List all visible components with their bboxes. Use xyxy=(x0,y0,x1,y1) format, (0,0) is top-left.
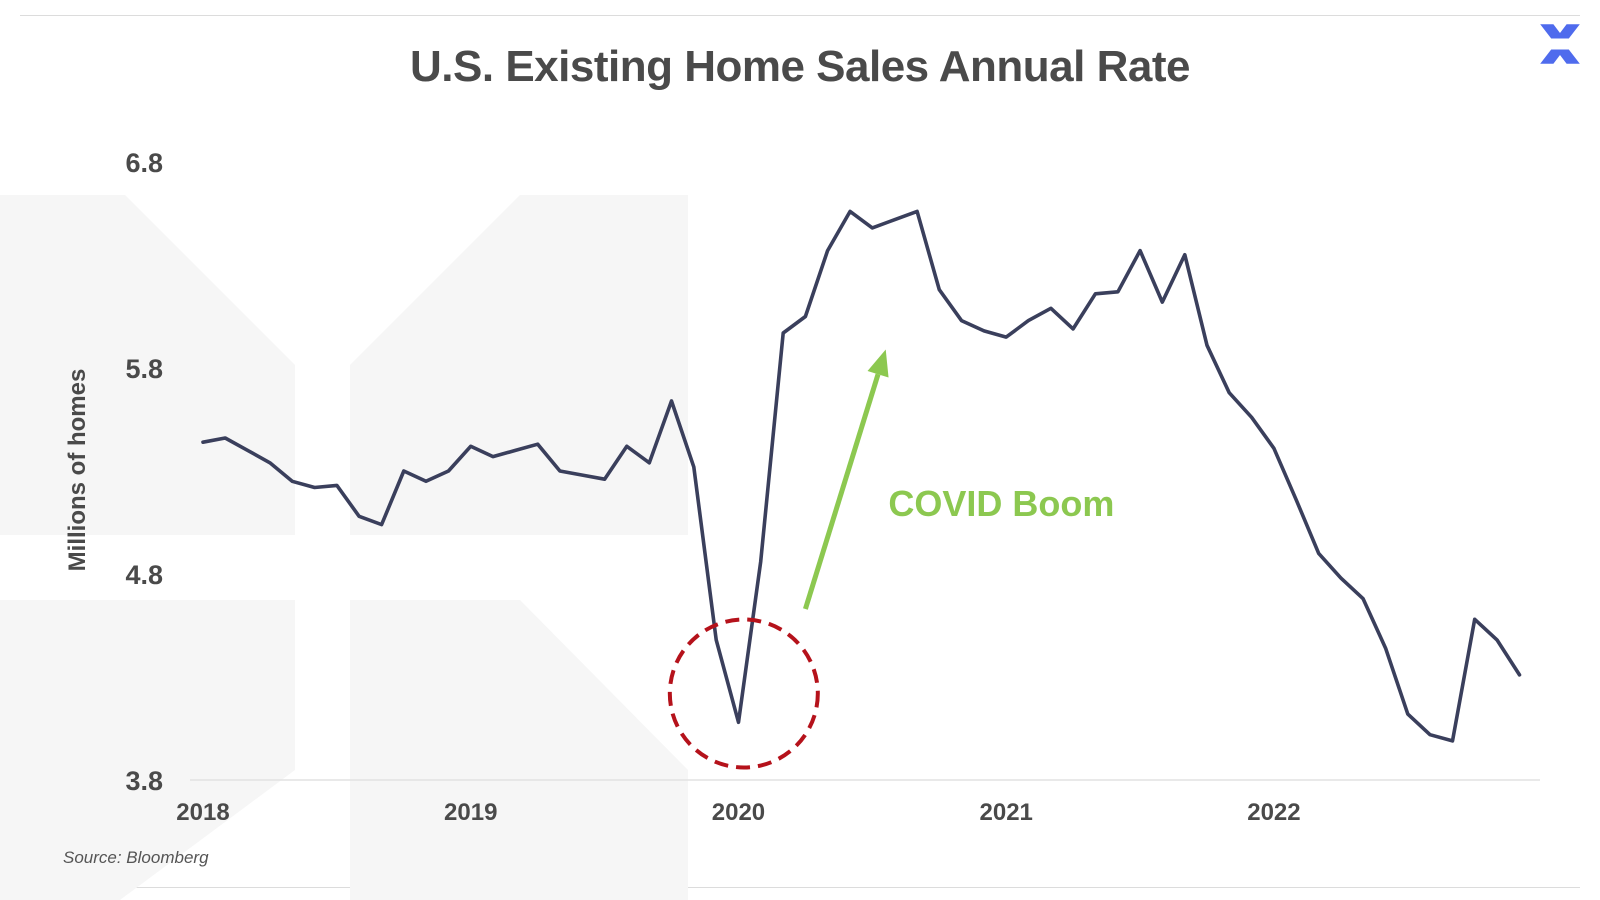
x-tick-label: 2021 xyxy=(980,799,1033,826)
y-tick-label: 5.8 xyxy=(125,354,163,384)
covid-boom-arrow xyxy=(803,373,881,610)
y-tick-label: 6.8 xyxy=(125,148,163,178)
chart-title: U.S. Existing Home Sales Annual Rate xyxy=(410,42,1190,91)
y-tick-label: 3.8 xyxy=(125,766,163,796)
x-tick-label: 2019 xyxy=(444,799,497,826)
top-divider xyxy=(20,15,1580,16)
x-tick-label: 2020 xyxy=(712,799,765,826)
y-axis-label: Millions of homes xyxy=(64,369,91,572)
covid-boom-arrow-head xyxy=(867,349,889,378)
x-logo-icon xyxy=(1540,24,1580,64)
series-line xyxy=(201,209,1522,743)
watermark-shape xyxy=(0,195,688,900)
dip-highlight-circle xyxy=(667,617,820,770)
source-note: Source: Bloomberg xyxy=(63,848,209,867)
bottom-divider xyxy=(20,887,1580,888)
x-tick-label: 2018 xyxy=(176,799,229,826)
covid-boom-label: COVID Boom xyxy=(888,483,1114,524)
y-tick-label: 4.8 xyxy=(125,560,163,590)
x-tick-label: 2022 xyxy=(1247,799,1300,826)
